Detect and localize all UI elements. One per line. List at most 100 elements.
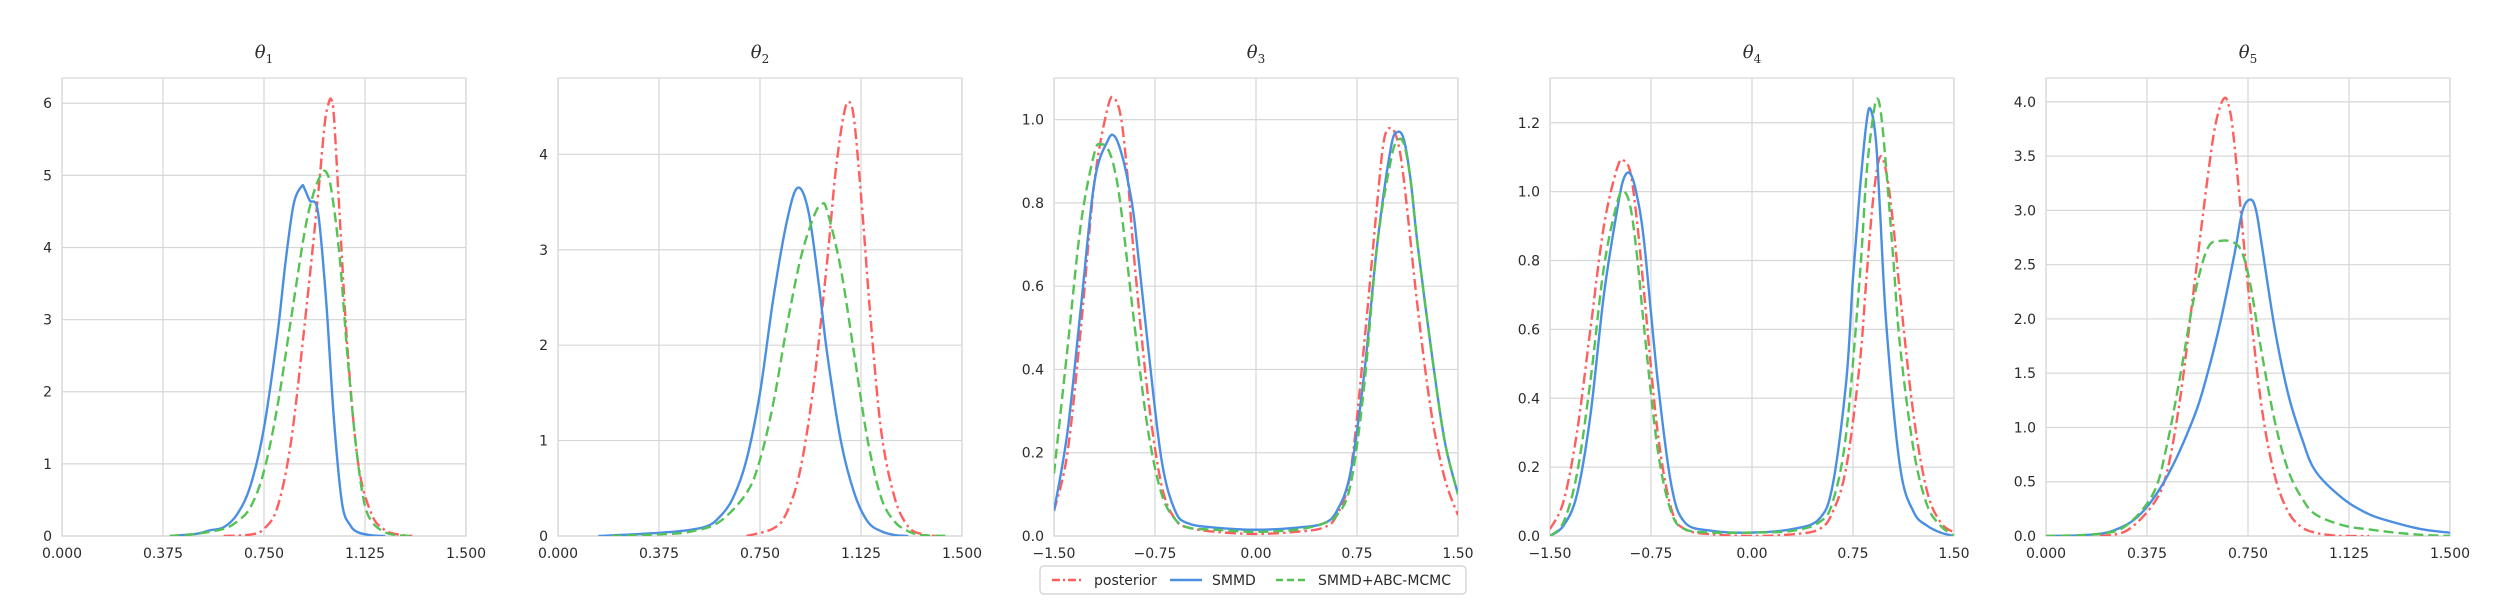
y-tick-label: 0.5 xyxy=(2014,475,2036,491)
y-tick-label: 1.0 xyxy=(1518,185,1540,201)
title-base: θ xyxy=(751,42,762,63)
series-group xyxy=(1054,95,1458,536)
subplot-title: θ3 xyxy=(1247,42,1265,66)
y-tick-label: 0.4 xyxy=(1518,391,1540,407)
y-tick-label: 0.0 xyxy=(1022,529,1044,545)
y-tick-label: 3 xyxy=(539,243,548,259)
series-line-smmd xyxy=(2046,198,2450,536)
y-tick-label: 0.2 xyxy=(1022,446,1044,462)
series-line-posterior xyxy=(223,97,413,536)
legend-item-smmd-abc-mcmc: SMMD+ABC-MCMC xyxy=(1276,573,1451,589)
series-line-smmd-abc-mcmc xyxy=(2046,239,2450,536)
x-tick-label: 0.000 xyxy=(538,546,578,562)
x-tick-label: 1.125 xyxy=(2329,546,2369,562)
y-tick-label: 0.8 xyxy=(1518,254,1540,270)
subplot-3: −1.50 −0.75 0.00 0.75 1.50 0.0 0.2 0.4 0.6 0.8 1.0… xyxy=(1022,42,1474,562)
x-tick-label: 0.00 xyxy=(1240,546,1271,562)
y-tick-label: 4.0 xyxy=(2014,95,2036,111)
title-base: θ xyxy=(1247,42,1258,63)
y-tick-label: 5 xyxy=(43,168,52,184)
legend: posterior SMMD SMMD+ABC-MCMC xyxy=(1039,565,1467,595)
series-line-posterior xyxy=(746,100,936,536)
title-subscript: 5 xyxy=(2250,52,2258,66)
y-tick-label: 0.2 xyxy=(1518,460,1540,476)
y-tick-label: 3.0 xyxy=(2014,203,2036,219)
x-tick-label: 0.00 xyxy=(1736,546,1767,562)
x-tick-label: 1.500 xyxy=(2430,546,2470,562)
y-tick-label: 6 xyxy=(43,96,52,112)
title-subscript: 4 xyxy=(1754,52,1762,66)
legend-label: posterior xyxy=(1094,573,1157,589)
y-tick-label: 3 xyxy=(43,313,52,329)
y-tick-label: 0.6 xyxy=(1518,322,1540,338)
x-tick-label: −1.50 xyxy=(1033,546,1076,562)
x-tick-label: 1.125 xyxy=(841,546,881,562)
x-tick-label: 1.50 xyxy=(1442,546,1473,562)
x-tick-label: −1.50 xyxy=(1529,546,1572,562)
y-tick-label: 0 xyxy=(43,529,52,545)
series-line-smmd-abc-mcmc xyxy=(169,169,413,536)
title-base: θ xyxy=(2239,42,2250,63)
title-base: θ xyxy=(1743,42,1754,63)
y-tick-label: 1 xyxy=(539,434,548,450)
x-tick-label: 1.50 xyxy=(1938,546,1969,562)
x-tick-label: 1.500 xyxy=(446,546,486,562)
y-tick-label: 2.0 xyxy=(2014,312,2036,328)
x-tick-label: 1.125 xyxy=(345,546,385,562)
series-line-smmd xyxy=(598,186,909,536)
y-tick-label: 2.5 xyxy=(2014,258,2036,274)
x-tick-label: 0.750 xyxy=(2228,546,2268,562)
y-tick-label: 0.0 xyxy=(2014,529,2036,545)
y-tick-label: 4 xyxy=(539,147,548,163)
series-line-posterior xyxy=(1550,155,1954,536)
x-tick-label: 0.750 xyxy=(244,546,284,562)
y-tick-label: 0.0 xyxy=(1518,529,1540,545)
y-tick-label: 1.0 xyxy=(1022,113,1044,129)
subplot-title: θ1 xyxy=(255,42,273,66)
series-group xyxy=(598,100,949,536)
series-line-smmd-abc-mcmc xyxy=(1054,137,1458,534)
series-line-smmd xyxy=(1550,106,1954,536)
x-tick-label: 0.75 xyxy=(1341,546,1372,562)
y-tick-label: 0 xyxy=(539,529,548,545)
y-tick-label: 0.6 xyxy=(1022,279,1044,295)
y-tick-label: 0.4 xyxy=(1022,362,1044,378)
x-tick-label: 0.375 xyxy=(143,546,183,562)
subplot-title: θ5 xyxy=(2239,42,2257,66)
y-tick-label: 0.8 xyxy=(1022,196,1044,212)
y-tick-label: 1.0 xyxy=(2014,420,2036,436)
subplot-5: 0.000 0.375 0.750 1.125 1.500 0.0 0.5 1.0 1.5 2.0… xyxy=(2014,42,2470,562)
legend-label: SMMD+ABC-MCMC xyxy=(1318,573,1451,589)
y-tick-label: 1 xyxy=(43,457,52,473)
series-group xyxy=(1550,97,1954,536)
series-group xyxy=(2046,96,2450,536)
title-subscript: 3 xyxy=(1258,52,1266,66)
legend-item-smmd: SMMD xyxy=(1170,573,1256,589)
subplot-4: −1.50 −0.75 0.00 0.75 1.50 0.0 0.2 0.4 0.6 0.8 1.0… xyxy=(1518,42,1970,562)
series-line-smmd xyxy=(169,183,386,536)
x-tick-label: 0.375 xyxy=(639,546,679,562)
x-tick-label: −0.75 xyxy=(1630,546,1673,562)
title-subscript: 2 xyxy=(762,52,770,66)
title-subscript: 1 xyxy=(266,52,274,66)
subplot-title: θ2 xyxy=(751,42,769,66)
x-tick-label: 0.000 xyxy=(42,546,82,562)
y-tick-label: 2 xyxy=(539,338,548,354)
series-line-posterior xyxy=(1054,95,1458,536)
series-line-posterior xyxy=(2099,96,2370,536)
legend-item-posterior: posterior xyxy=(1052,573,1157,589)
y-tick-label: 1.2 xyxy=(1518,116,1540,132)
legend-label: SMMD xyxy=(1212,573,1256,589)
y-tick-label: 4 xyxy=(43,240,52,256)
y-tick-label: 3.5 xyxy=(2014,149,2036,165)
y-tick-label: 2 xyxy=(43,385,52,401)
x-tick-label: −0.75 xyxy=(1134,546,1177,562)
x-tick-label: 0.000 xyxy=(2026,546,2066,562)
title-base: θ xyxy=(255,42,266,63)
x-tick-label: 0.750 xyxy=(740,546,780,562)
x-tick-label: 1.500 xyxy=(942,546,982,562)
